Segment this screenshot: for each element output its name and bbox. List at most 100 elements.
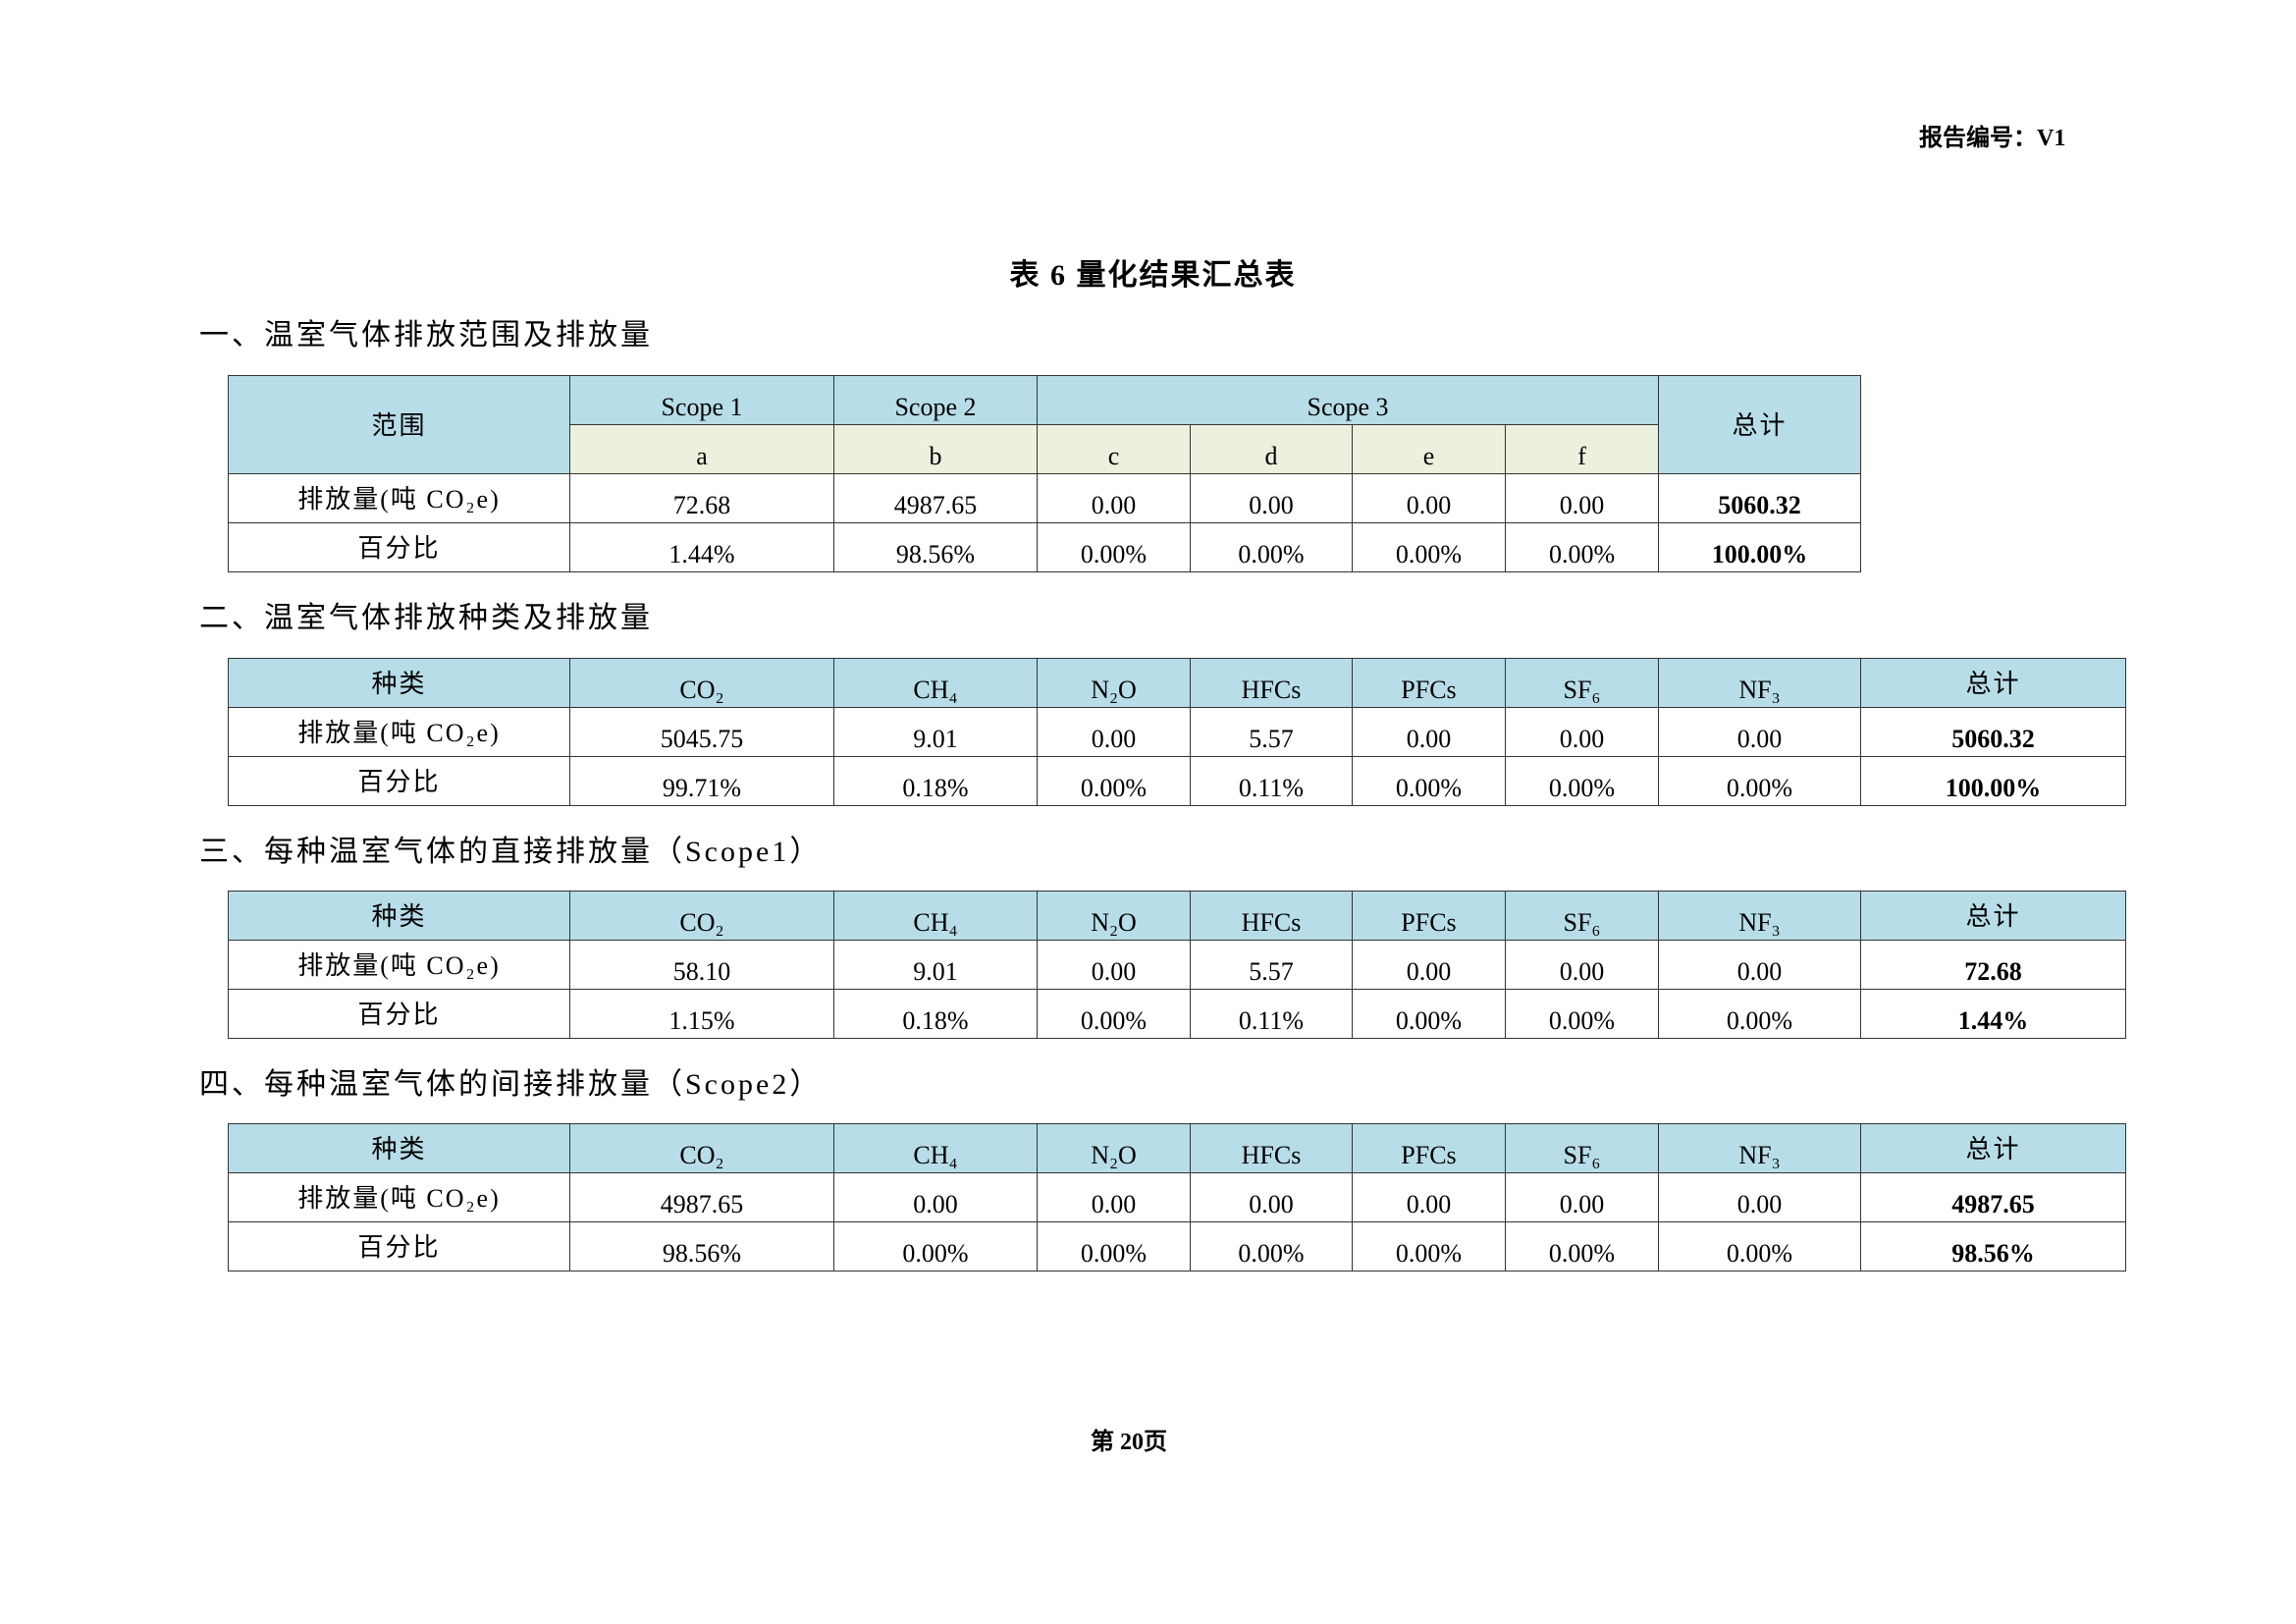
value-cell: 98.56%: [833, 522, 1038, 572]
gas-table: 种类 CO₂ CH₄ N₂O HFCs PFCs SF₆ NF₃ 总计 排放量(吨 CO₂e) 49…: [228, 1123, 2126, 1272]
value-cell: 0.00: [1658, 1172, 1861, 1222]
column-header: CO₂: [569, 891, 834, 941]
column-header: SF₆: [1505, 1123, 1659, 1173]
row-label: 排放量(吨 CO₂e): [228, 707, 570, 757]
table-row: 百分比 98.56% 0.00% 0.00% 0.00% 0.00% 0.00% 0.00% 9…: [228, 1221, 2126, 1272]
column-header: 总计: [1860, 658, 2126, 708]
scope-header: Scope 3: [1036, 375, 1660, 425]
value-cell: 0.00: [1037, 1172, 1191, 1222]
sub-header: b: [833, 424, 1038, 474]
scope-header: Scope 2: [833, 375, 1038, 425]
value-cell: 0.00%: [1190, 1221, 1353, 1272]
value-cell: 0.00%: [1505, 756, 1659, 806]
row-label: 排放量(吨 CO₂e): [228, 1172, 570, 1222]
value-cell: 0.00: [1352, 707, 1506, 757]
row-label: 百分比: [228, 989, 570, 1039]
value-cell: 0.00%: [1352, 989, 1506, 1039]
total-cell: 100.00%: [1860, 756, 2126, 806]
sub-header: d: [1190, 424, 1353, 474]
value-cell: 99.71%: [569, 756, 834, 806]
total-cell: 5060.32: [1658, 473, 1862, 523]
column-header: CH₄: [833, 1123, 1038, 1173]
value-cell: 98.56%: [569, 1221, 834, 1272]
column-header: SF₆: [1505, 891, 1659, 941]
value-cell: 0.11%: [1190, 989, 1353, 1039]
column-header: 总计: [1860, 1123, 2126, 1173]
scope-header: Scope 1: [569, 375, 834, 425]
table-row: 排放量(吨 CO₂e) 4987.65 0.00 0.00 0.00 0.00 0.00 0.…: [228, 1172, 2126, 1222]
value-cell: 0.00%: [1352, 522, 1506, 572]
scope-table: 范围 Scope 1 Scope 2 Scope 3 总计 a b c d e f 排放量(吨 CO₂…: [228, 375, 1862, 572]
column-header: PFCs: [1352, 658, 1506, 708]
value-cell: 0.00%: [1505, 989, 1659, 1039]
range-header: 范围: [228, 375, 570, 474]
value-cell: 0.00: [1352, 473, 1506, 523]
column-header: CO₂: [569, 658, 834, 708]
value-cell: 5.57: [1190, 940, 1353, 990]
column-header: CH₄: [833, 658, 1038, 708]
header-row: 种类 CO₂ CH₄ N₂O HFCs PFCs SF₆ NF₃ 总计: [228, 1123, 2126, 1173]
value-cell: 0.18%: [833, 756, 1038, 806]
value-cell: 0.00%: [1190, 522, 1353, 572]
header-row: 范围 Scope 1 Scope 2 Scope 3 总计: [228, 375, 1862, 474]
value-cell: 0.00: [1037, 473, 1191, 523]
table-title: 表 6 量化结果汇总表: [1009, 259, 1297, 292]
column-header: PFCs: [1352, 891, 1506, 941]
table-row: 百分比 1.15% 0.18% 0.00% 0.11% 0.00% 0.00% 0.00% 1.…: [228, 989, 2126, 1039]
value-cell: 0.00%: [1037, 1221, 1191, 1272]
section-heading: 三、每种温室气体的直接排放量（Scope1）: [199, 836, 823, 868]
column-header: CH₄: [833, 891, 1038, 941]
value-cell: 0.00%: [1504, 522, 1660, 572]
value-cell: 4987.65: [833, 473, 1038, 523]
section-heading: 一、温室气体排放范围及排放量: [199, 319, 653, 352]
value-cell: 0.00: [1037, 940, 1191, 990]
value-cell: 0.00: [1505, 940, 1659, 990]
value-cell: 0.00%: [1505, 1221, 1659, 1272]
value-cell: 1.44%: [569, 522, 834, 572]
value-cell: 0.00: [1352, 1172, 1506, 1222]
total-cell: 98.56%: [1860, 1221, 2126, 1272]
column-header: CO₂: [569, 1123, 834, 1173]
column-header: HFCs: [1190, 658, 1353, 708]
total-cell: 72.68: [1860, 940, 2126, 990]
column-header: NF₃: [1658, 1123, 1861, 1173]
table-row: 排放量(吨 CO₂e) 5045.75 9.01 0.00 5.57 0.00 0.00 0.…: [228, 707, 2126, 757]
column-header: HFCs: [1190, 891, 1353, 941]
column-header: 总计: [1860, 891, 2126, 941]
value-cell: 0.00%: [1352, 1221, 1506, 1272]
table-row: 排放量(吨 CO₂e) 58.10 9.01 0.00 5.57 0.00 0.00 0.00…: [228, 940, 2126, 990]
row-label: 百分比: [228, 522, 570, 572]
sub-header: a: [569, 424, 834, 474]
value-cell: 0.00: [1037, 707, 1191, 757]
value-cell: 0.00%: [1037, 756, 1191, 806]
header-row: 种类 CO₂ CH₄ N₂O HFCs PFCs SF₆ NF₃ 总计: [228, 891, 2126, 941]
report-code: 报告编号：V1: [1919, 126, 2066, 151]
column-header: N₂O: [1037, 658, 1191, 708]
value-cell: 72.68: [569, 473, 834, 523]
value-cell: 9.01: [833, 707, 1038, 757]
value-cell: 0.00%: [1658, 1221, 1861, 1272]
row-label: 百分比: [228, 756, 570, 806]
value-cell: 5.57: [1190, 707, 1353, 757]
row-label: 百分比: [228, 1221, 570, 1272]
row-label: 排放量(吨 CO₂e): [228, 473, 570, 523]
value-cell: 0.00: [1658, 940, 1861, 990]
column-header: N₂O: [1037, 891, 1191, 941]
value-cell: 58.10: [569, 940, 834, 990]
gas-table: 种类 CO₂ CH₄ N₂O HFCs PFCs SF₆ NF₃ 总计 排放量(吨 CO₂e) 58…: [228, 891, 2126, 1039]
value-cell: 0.00: [1352, 940, 1506, 990]
value-cell: 0.00%: [1037, 522, 1191, 572]
column-header: PFCs: [1352, 1123, 1506, 1173]
table-row: 百分比 99.71% 0.18% 0.00% 0.11% 0.00% 0.00% 0.00% 1…: [228, 756, 2126, 806]
column-header: 种类: [228, 891, 570, 941]
sub-header: f: [1504, 424, 1660, 474]
value-cell: 0.00%: [1658, 989, 1861, 1039]
value-cell: 0.00: [1190, 1172, 1353, 1222]
value-cell: 9.01: [833, 940, 1038, 990]
value-cell: 4987.65: [569, 1172, 834, 1222]
sub-header: e: [1352, 424, 1506, 474]
value-cell: 0.00: [833, 1172, 1038, 1222]
column-header: SF₆: [1505, 658, 1659, 708]
value-cell: 0.00: [1658, 707, 1861, 757]
